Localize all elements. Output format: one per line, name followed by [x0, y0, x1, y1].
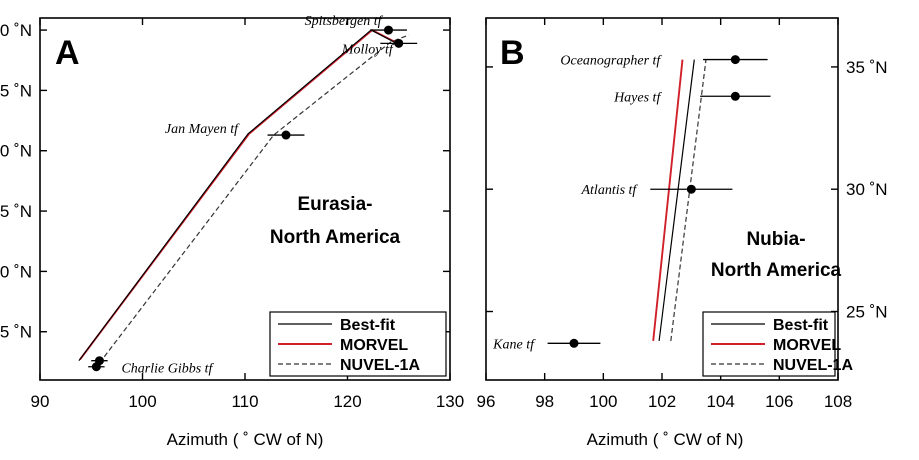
panel-b-letter: B [500, 34, 525, 72]
fault-label-spitsbergen-tf: Spitsbergen tf [305, 14, 384, 29]
fault-label-oceanographer-tf: Oceanographer tf [560, 54, 662, 69]
panel-a-x-axis-label: Azimuth ( ˚ CW of N) [167, 430, 324, 449]
panel-a-observations: Spitsbergen tf Molloy tf Jan Mayen tf Charl… [88, 14, 418, 377]
data-point [91, 362, 101, 372]
x-tick-label: 96 [477, 392, 496, 411]
series-line-nuvel-1a [670, 59, 707, 341]
panel-a-region-line1: Eurasia- [298, 194, 373, 215]
fault-label-molloy-tf: Molloy tf [341, 42, 395, 57]
x-tick-label: 98 [535, 392, 554, 411]
legend-label-best-fit: Best-fit [773, 317, 829, 334]
panel-a-letter: A [55, 34, 80, 72]
fault-label-kane-tf: Kane tf [492, 337, 536, 352]
panel-b-x-axis-label: Azimuth ( ˚ CW of N) [587, 430, 744, 449]
panel-a-legend: Best-fit MORVEL NUVEL-1A [269, 311, 447, 377]
panel-a-series [78, 28, 410, 364]
y-tick-label: 35 ˚N [846, 58, 888, 77]
x-tick-label: 100 [589, 392, 617, 411]
x-tick-label: 104 [706, 392, 734, 411]
panel-b-region-line1: Nubia- [746, 229, 805, 250]
legend-label-morvel: MORVEL [340, 337, 408, 354]
panel-a: 90 100 110 120 130 55 ˚N 60 ˚N 65 ˚N 70 ˚N 75 ˚N 8… [0, 14, 464, 449]
fault-label-charlie-gibbs-tf: Charlie Gibbs tf [121, 362, 214, 377]
y-tick-label: 65 ˚N [0, 202, 32, 221]
legend-label-nuvel-1a: NUVEL-1A [340, 357, 420, 374]
legend-label-nuvel-1a: NUVEL-1A [773, 357, 853, 374]
data-point [569, 338, 579, 348]
panel-a-ticks: 90 100 110 120 130 55 ˚N 60 ˚N 65 ˚N 70 ˚N 75 ˚N 8… [0, 18, 464, 411]
y-tick-label: 25 ˚N [846, 303, 888, 322]
series-line-best-fit [658, 59, 695, 341]
data-point [394, 38, 404, 48]
x-tick-label: 120 [333, 392, 361, 411]
x-tick-label: 100 [128, 392, 156, 411]
x-tick-label: 110 [231, 392, 258, 411]
y-tick-label: 55 ˚N [0, 323, 32, 342]
panel-b-ticks: 96 98 100 102 104 106 108 25 ˚N 30 ˚N 35 ˚N [477, 18, 888, 411]
data-point [730, 91, 740, 101]
x-tick-label: 108 [824, 392, 852, 411]
panel-a-region-line2: North America [270, 227, 401, 248]
x-tick-label: 130 [436, 392, 464, 411]
series-line-best-fit [78, 29, 397, 362]
x-tick-label: 90 [31, 392, 50, 411]
y-tick-label: 30 ˚N [846, 180, 888, 199]
series-line-morvel [652, 59, 684, 341]
fault-label-atlantis-tf: Atlantis tf [580, 183, 638, 198]
legend-label-best-fit: Best-fit [340, 317, 396, 334]
legend-label-morvel: MORVEL [773, 337, 841, 354]
data-point [686, 184, 696, 194]
data-point [384, 25, 393, 35]
data-point [730, 55, 740, 65]
y-tick-label: 75 ˚N [0, 81, 32, 100]
x-tick-label: 102 [648, 392, 676, 411]
y-tick-label: 70 ˚N [0, 142, 32, 161]
data-point [281, 130, 291, 140]
series-line-nuvel-1a [98, 34, 410, 364]
panel-b-legend: Best-fit MORVEL NUVEL-1A [702, 311, 853, 377]
fault-label-hayes-tf: Hayes tf [613, 90, 662, 105]
panel-b-observations: Oceanographer tf Hayes tf Atlantis tf Kane … [492, 54, 771, 352]
panel-b-series [652, 59, 707, 341]
x-tick-label: 106 [765, 392, 793, 411]
y-tick-label: 80 ˚N [0, 21, 32, 40]
y-tick-label: 60 ˚N [0, 262, 32, 281]
panel-b-region-line2: North America [711, 260, 842, 281]
panel-b: 96 98 100 102 104 106 108 25 ˚N 30 ˚N 35 ˚N Ocean… [477, 17, 888, 449]
fault-label-jan-mayen-tf: Jan Mayen tf [165, 122, 240, 137]
